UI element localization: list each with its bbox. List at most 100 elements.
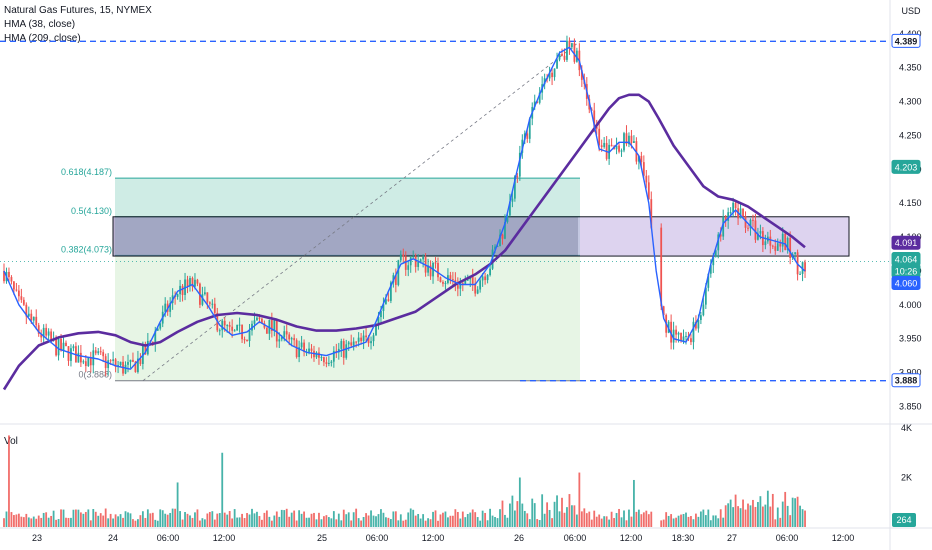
volume-bar	[169, 512, 172, 527]
candle-body	[320, 357, 323, 359]
candle	[573, 38, 576, 64]
symbol-title: Natural Gas Futures, 15, NYMEX	[4, 5, 152, 16]
volume-bar	[377, 514, 380, 527]
candle	[89, 351, 92, 373]
candle-body	[499, 234, 501, 247]
candle	[32, 316, 35, 324]
volume-bar	[94, 511, 97, 527]
volume-bar	[724, 505, 727, 527]
volume-bar	[573, 505, 576, 527]
candle-body	[236, 324, 239, 331]
volume-bar	[45, 512, 48, 527]
candle	[243, 336, 246, 344]
volume-bar	[499, 509, 501, 527]
candle-body	[288, 334, 291, 340]
candle-body	[533, 101, 536, 107]
candle-body	[633, 141, 635, 144]
volume-bar	[630, 516, 633, 527]
candle	[107, 353, 110, 376]
volume-bar	[55, 519, 57, 527]
candle-body	[345, 344, 348, 358]
volume-bar	[394, 511, 397, 527]
volume-bar	[580, 511, 583, 527]
volume-bar	[166, 514, 169, 527]
hma-slow-line	[2, 93, 806, 391]
candle-body	[744, 216, 747, 228]
volume-bar	[320, 519, 323, 527]
volume-bar	[30, 518, 33, 527]
price-tag: 4.203	[891, 159, 921, 174]
candle-body	[630, 135, 633, 144]
hma-slow-legend[interactable]: HMA (209, close)	[4, 33, 81, 44]
candle-body	[97, 351, 100, 354]
candle-body	[295, 340, 298, 358]
candle	[37, 322, 40, 337]
volume-bar	[8, 435, 10, 527]
candle-body	[134, 361, 137, 373]
volume-bar	[635, 511, 638, 527]
volume-bar	[132, 519, 134, 527]
candle	[310, 344, 313, 359]
candle	[414, 253, 417, 273]
volume-bar	[352, 512, 355, 527]
time-tick-label: 23	[32, 533, 42, 543]
candle-body	[243, 339, 246, 341]
candle	[70, 344, 72, 367]
volume-bar	[330, 518, 333, 527]
volume-bar	[754, 506, 757, 527]
candle	[382, 297, 385, 319]
hma-fast-legend[interactable]: HMA (38, close)	[4, 19, 76, 30]
candle-body	[107, 360, 110, 369]
volume-bar	[722, 517, 725, 527]
volume-bar	[42, 512, 45, 527]
candle-body	[144, 345, 147, 355]
volume-bar	[137, 519, 139, 527]
volume-bar	[300, 513, 303, 527]
candle-body	[273, 320, 276, 332]
volume-bar	[298, 510, 301, 527]
candle	[201, 286, 204, 307]
volume-bar	[345, 514, 348, 527]
volume-bar	[10, 512, 13, 527]
candle-body	[707, 273, 710, 288]
candle	[625, 125, 628, 147]
candle	[99, 346, 102, 355]
candle-body	[258, 317, 261, 319]
candle-body	[154, 330, 157, 344]
candle-body	[79, 352, 82, 363]
price-tag-label: 3.888	[895, 376, 918, 386]
candle-body	[226, 325, 229, 327]
candle	[300, 335, 303, 349]
candle-body	[124, 364, 127, 374]
candle-body	[704, 287, 707, 305]
volume-bar	[543, 513, 546, 527]
candle	[442, 280, 444, 287]
volume-bar	[25, 513, 28, 527]
volume-bar	[176, 482, 179, 527]
volume-bar	[13, 515, 15, 527]
candle-body	[504, 221, 506, 239]
candle-body	[774, 246, 777, 251]
volume-bar	[791, 497, 794, 527]
candle	[394, 268, 397, 293]
candle	[717, 232, 720, 259]
price-tick-label: 4.350	[899, 63, 922, 73]
candle	[702, 297, 705, 317]
candle	[422, 254, 425, 268]
time-tick-label: 25	[317, 533, 327, 543]
volume-bar	[729, 499, 732, 527]
candle	[47, 328, 50, 342]
candle-body	[156, 328, 159, 331]
candle	[318, 347, 320, 365]
candle-body	[203, 292, 206, 295]
candle-body	[449, 275, 452, 280]
candle-body	[164, 303, 167, 312]
candle-body	[496, 246, 499, 248]
candle-body	[27, 313, 30, 317]
candle-body	[625, 133, 628, 145]
candle-body	[246, 339, 248, 341]
price-tag: 4.389	[891, 33, 921, 48]
candle	[211, 299, 214, 309]
price-tag: 4.064	[891, 251, 921, 266]
